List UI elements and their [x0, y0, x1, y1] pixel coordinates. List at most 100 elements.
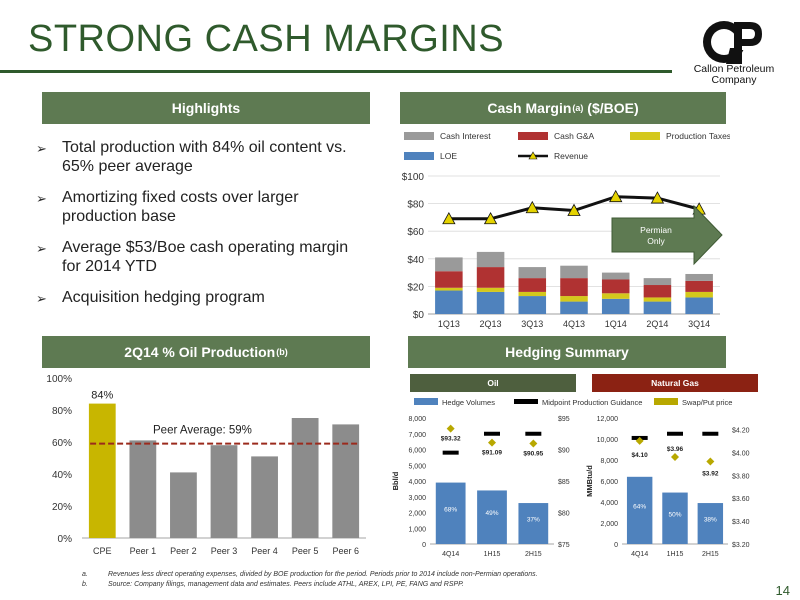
- x-tick-label: 1H15: [484, 551, 501, 558]
- midpoint-guidance-marker: [442, 450, 459, 455]
- swap-price-label: $4.10: [632, 452, 649, 459]
- legend-swatch: [514, 399, 538, 404]
- legend-swatch: [404, 152, 434, 160]
- bar-segment-interest: [601, 272, 630, 280]
- bar-segment-loe: [685, 297, 713, 314]
- x-tick-label: 4Q13: [563, 319, 585, 329]
- x-tick-label: 1Q13: [438, 319, 460, 329]
- peer-bar: [332, 424, 360, 538]
- logo-text: Callon Petroleum Company: [676, 64, 792, 86]
- highlight-item: ➢ Amortizing fixed costs over larger prod…: [36, 188, 366, 226]
- arrow-bullet-icon: ➢: [36, 191, 47, 206]
- y-tick-label: 2,000: [600, 521, 618, 528]
- footnote: a. Revenues less direct operating expense…: [82, 570, 538, 580]
- hedge-volume-bar: [435, 482, 466, 544]
- oil-production-header: 2Q14 % Oil Production (b): [42, 336, 370, 368]
- midpoint-guidance-marker: [525, 431, 542, 436]
- swap-price-marker: [488, 438, 496, 447]
- revenue-marker: [609, 189, 623, 203]
- legend-label: Hedge Volumes: [442, 398, 495, 407]
- bar-segment-interest: [435, 257, 463, 272]
- logo-line2: Company: [711, 74, 757, 86]
- revenue-marker: [650, 191, 665, 204]
- y2-tick-label: $4.20: [732, 427, 750, 434]
- legend-swatch: [654, 398, 678, 405]
- oil-hedge-chart: 0 1,000 2,000 3,000 4,000 5,000 6,000 7,000 8,00…: [391, 416, 570, 558]
- peer-bar: [210, 445, 238, 538]
- y-tick-label: 80%: [52, 406, 72, 417]
- swap-price-label: $93.32: [441, 436, 461, 443]
- cpe-bar: [88, 403, 116, 538]
- oil-segment-label: Oil: [487, 378, 499, 388]
- legend-label: Cash Interest: [440, 131, 491, 141]
- y2-tick-label: $4.00: [732, 450, 750, 457]
- y-tick-label: 2,000: [408, 511, 426, 518]
- hedge-percent-label: 64%: [633, 503, 646, 510]
- bar-segment-ga: [476, 267, 505, 288]
- callon-logo-icon: [703, 21, 762, 64]
- oil-segment-header: Oil: [410, 374, 576, 392]
- x-tick-label: 2Q14: [646, 319, 668, 329]
- x-tick-label: Peer 2: [170, 546, 197, 556]
- footnote-letter: a.: [82, 571, 88, 578]
- permian-callout-label: Only: [647, 236, 665, 246]
- swap-price-marker: [446, 424, 455, 433]
- peer-average-label: Peer Average: 59%: [153, 425, 252, 437]
- y2-tick-label: $75: [558, 542, 570, 549]
- y-tick-label: 0%: [58, 534, 73, 545]
- cash-margin-header-text: Cash Margin: [487, 100, 572, 116]
- y-tick-label: 6,000: [600, 479, 618, 486]
- bar-segment-taxes: [643, 297, 672, 302]
- bar-segment-loe: [643, 301, 672, 314]
- y-tick-label: $20: [407, 282, 424, 293]
- peer-bar: [291, 418, 319, 538]
- bar-segment-interest: [476, 251, 505, 268]
- bar-segment-taxes: [435, 287, 463, 291]
- bar-segment-ga: [435, 271, 463, 288]
- permian-callout-arrow: [611, 204, 723, 266]
- footnote-text: Source: Company filings, management data…: [108, 580, 464, 588]
- cash-margin-header-sup: (a): [572, 103, 584, 113]
- peer-bar: [129, 440, 157, 538]
- x-tick-label: 1Q14: [605, 319, 627, 329]
- swap-price-marker: [671, 452, 679, 461]
- legend-label: Production Taxes: [666, 131, 730, 141]
- logo-line1: Callon Petroleum: [693, 63, 775, 75]
- footnote-letter: b.: [82, 580, 88, 588]
- bar-segment-loe: [518, 296, 547, 314]
- gas-hedge-chart: 0 2,000 4,000 6,000 8,000 10,000 12,000 $3.20 $3…: [585, 416, 750, 558]
- highlights-header: Highlights: [42, 92, 370, 124]
- legend-revenue-marker: [528, 151, 538, 160]
- y2-tick-label: $3.80: [732, 473, 750, 480]
- midpoint-guidance-marker: [484, 431, 500, 436]
- bar-segment-ga: [518, 278, 547, 292]
- x-tick-label: 4Q14: [631, 551, 648, 558]
- y-axis-label: MMBtu/d: [585, 465, 594, 497]
- legend-swatch: [518, 132, 548, 140]
- x-tick-label: Peer 4: [251, 546, 278, 556]
- y2-tick-label: $95: [558, 416, 570, 423]
- hedge-volume-bar: [626, 476, 653, 544]
- legend-swatch: [414, 398, 438, 405]
- x-tick-label: 2H15: [702, 551, 719, 558]
- bar-segment-interest: [518, 267, 547, 279]
- x-tick-label: CPE: [93, 546, 112, 556]
- oil-production-header-sup: (b): [276, 347, 288, 357]
- hedge-volume-bar: [697, 503, 724, 544]
- legend-swatch: [404, 132, 434, 140]
- x-tick-label: Peer 5: [292, 546, 319, 556]
- hedging-header-text: Hedging Summary: [505, 344, 629, 360]
- revenue-marker: [483, 211, 498, 225]
- oil-production-header-text: 2Q14 % Oil Production: [124, 344, 276, 360]
- gas-segment-label: Natural Gas: [651, 378, 699, 388]
- legend-label: LOE: [440, 151, 457, 161]
- page-number: 14: [775, 583, 790, 598]
- bar-segment-ga: [685, 280, 713, 292]
- revenue-marker: [567, 203, 581, 216]
- swap-price-label: $91.09: [482, 450, 502, 457]
- swap-price-label: $3.96: [667, 446, 684, 453]
- hedging-header: Hedging Summary: [408, 336, 726, 368]
- y-tick-label: $40: [407, 255, 424, 266]
- legend-label: Revenue: [554, 151, 588, 161]
- y-tick-label: 60%: [52, 438, 72, 449]
